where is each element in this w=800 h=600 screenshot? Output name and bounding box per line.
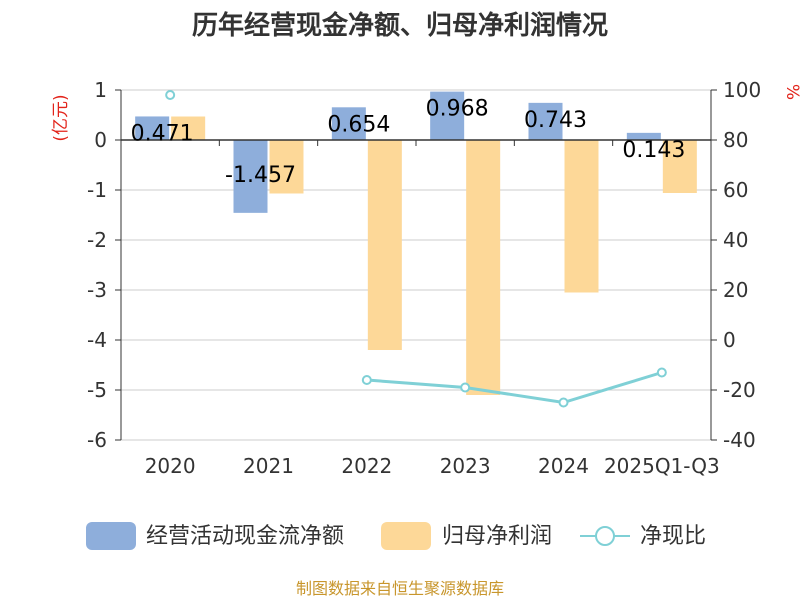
legend-marker-ratio bbox=[595, 526, 615, 546]
bar-cash-flow bbox=[430, 91, 465, 140]
chart-title: 历年经营现金净额、归母净利润情况 bbox=[192, 10, 608, 41]
left-tick-label: 1 bbox=[94, 78, 107, 102]
left-axis-unit: (亿元) bbox=[51, 94, 71, 141]
ratio-point bbox=[361, 375, 372, 385]
bars bbox=[135, 91, 697, 395]
category-label: 2021 bbox=[243, 454, 294, 478]
bar-value-label: 0.968 bbox=[426, 97, 489, 122]
ratio-point bbox=[165, 90, 176, 100]
left-tick-label: 0 bbox=[94, 128, 107, 152]
left-tick-label: -5 bbox=[87, 378, 107, 402]
right-tick-label: 80 bbox=[723, 128, 748, 152]
legend: 经营活动现金流净额 归母净利润 净现比 bbox=[86, 522, 706, 550]
ratio-point bbox=[656, 367, 667, 378]
legend-label-cash-flow: 经营活动现金流净额 bbox=[146, 524, 344, 549]
data-labels: 0.471 -1.457 0.654 0.968 0.743 0.143 bbox=[131, 97, 686, 188]
right-axis-unit: % bbox=[782, 84, 800, 100]
legend-swatch-net-profit bbox=[381, 522, 431, 550]
right-tick-label: -20 bbox=[723, 378, 756, 402]
left-tick-label: -3 bbox=[87, 278, 107, 302]
bar-cash-flow bbox=[528, 102, 563, 140]
right-tick-label: -40 bbox=[723, 428, 756, 452]
bar-net-profit bbox=[466, 140, 501, 395]
category-label: 2024 bbox=[538, 454, 589, 478]
bar-value-label: 0.743 bbox=[524, 108, 587, 133]
right-tick-label: 100 bbox=[723, 78, 761, 102]
bar-value-label: -1.457 bbox=[225, 163, 296, 188]
legend-label-ratio: 净现比 bbox=[640, 524, 706, 549]
right-tick-label: 60 bbox=[723, 178, 748, 202]
right-tick-label: 20 bbox=[723, 278, 748, 302]
left-tick-label: -4 bbox=[87, 328, 107, 352]
bar-value-label: 0.654 bbox=[327, 112, 390, 137]
ratio-line bbox=[165, 90, 667, 408]
left-tick-label: -1 bbox=[87, 178, 107, 202]
ratio-line-path bbox=[366, 371, 663, 405]
bar-net-profit bbox=[564, 140, 599, 293]
axes: 1 0 -1 -2 -3 -4 -5 -6 100 80 60 40 20 0 -20 -40 2020 2021… bbox=[87, 78, 761, 478]
bar-value-label: 0.471 bbox=[131, 121, 194, 146]
right-tick-label: 0 bbox=[723, 328, 736, 352]
bar-cash-flow bbox=[626, 132, 661, 140]
ratio-point bbox=[460, 382, 471, 393]
data-source: 制图数据来自恒生聚源数据库 bbox=[296, 579, 504, 598]
legend-label-net-profit: 归母净利润 bbox=[442, 524, 552, 549]
legend-swatch-cash-flow bbox=[86, 522, 136, 550]
left-tick-label: -6 bbox=[87, 428, 107, 452]
ratio-point bbox=[558, 397, 569, 408]
bar-cash-flow bbox=[135, 116, 170, 140]
bar-net-profit bbox=[662, 140, 697, 193]
category-label: 2023 bbox=[440, 454, 491, 478]
bar-net-profit bbox=[367, 140, 402, 350]
bar-net-profit bbox=[171, 116, 206, 140]
left-tick-label: -2 bbox=[87, 228, 107, 252]
bar-cash-flow bbox=[233, 140, 268, 213]
category-label: 2020 bbox=[145, 454, 196, 478]
category-label: 2025Q1-Q3 bbox=[604, 454, 720, 478]
right-tick-label: 40 bbox=[723, 228, 748, 252]
bar-value-label: 0.143 bbox=[622, 138, 685, 163]
bar-cash-flow bbox=[331, 107, 366, 140]
bar-net-profit bbox=[269, 140, 304, 194]
category-label: 2022 bbox=[341, 454, 392, 478]
